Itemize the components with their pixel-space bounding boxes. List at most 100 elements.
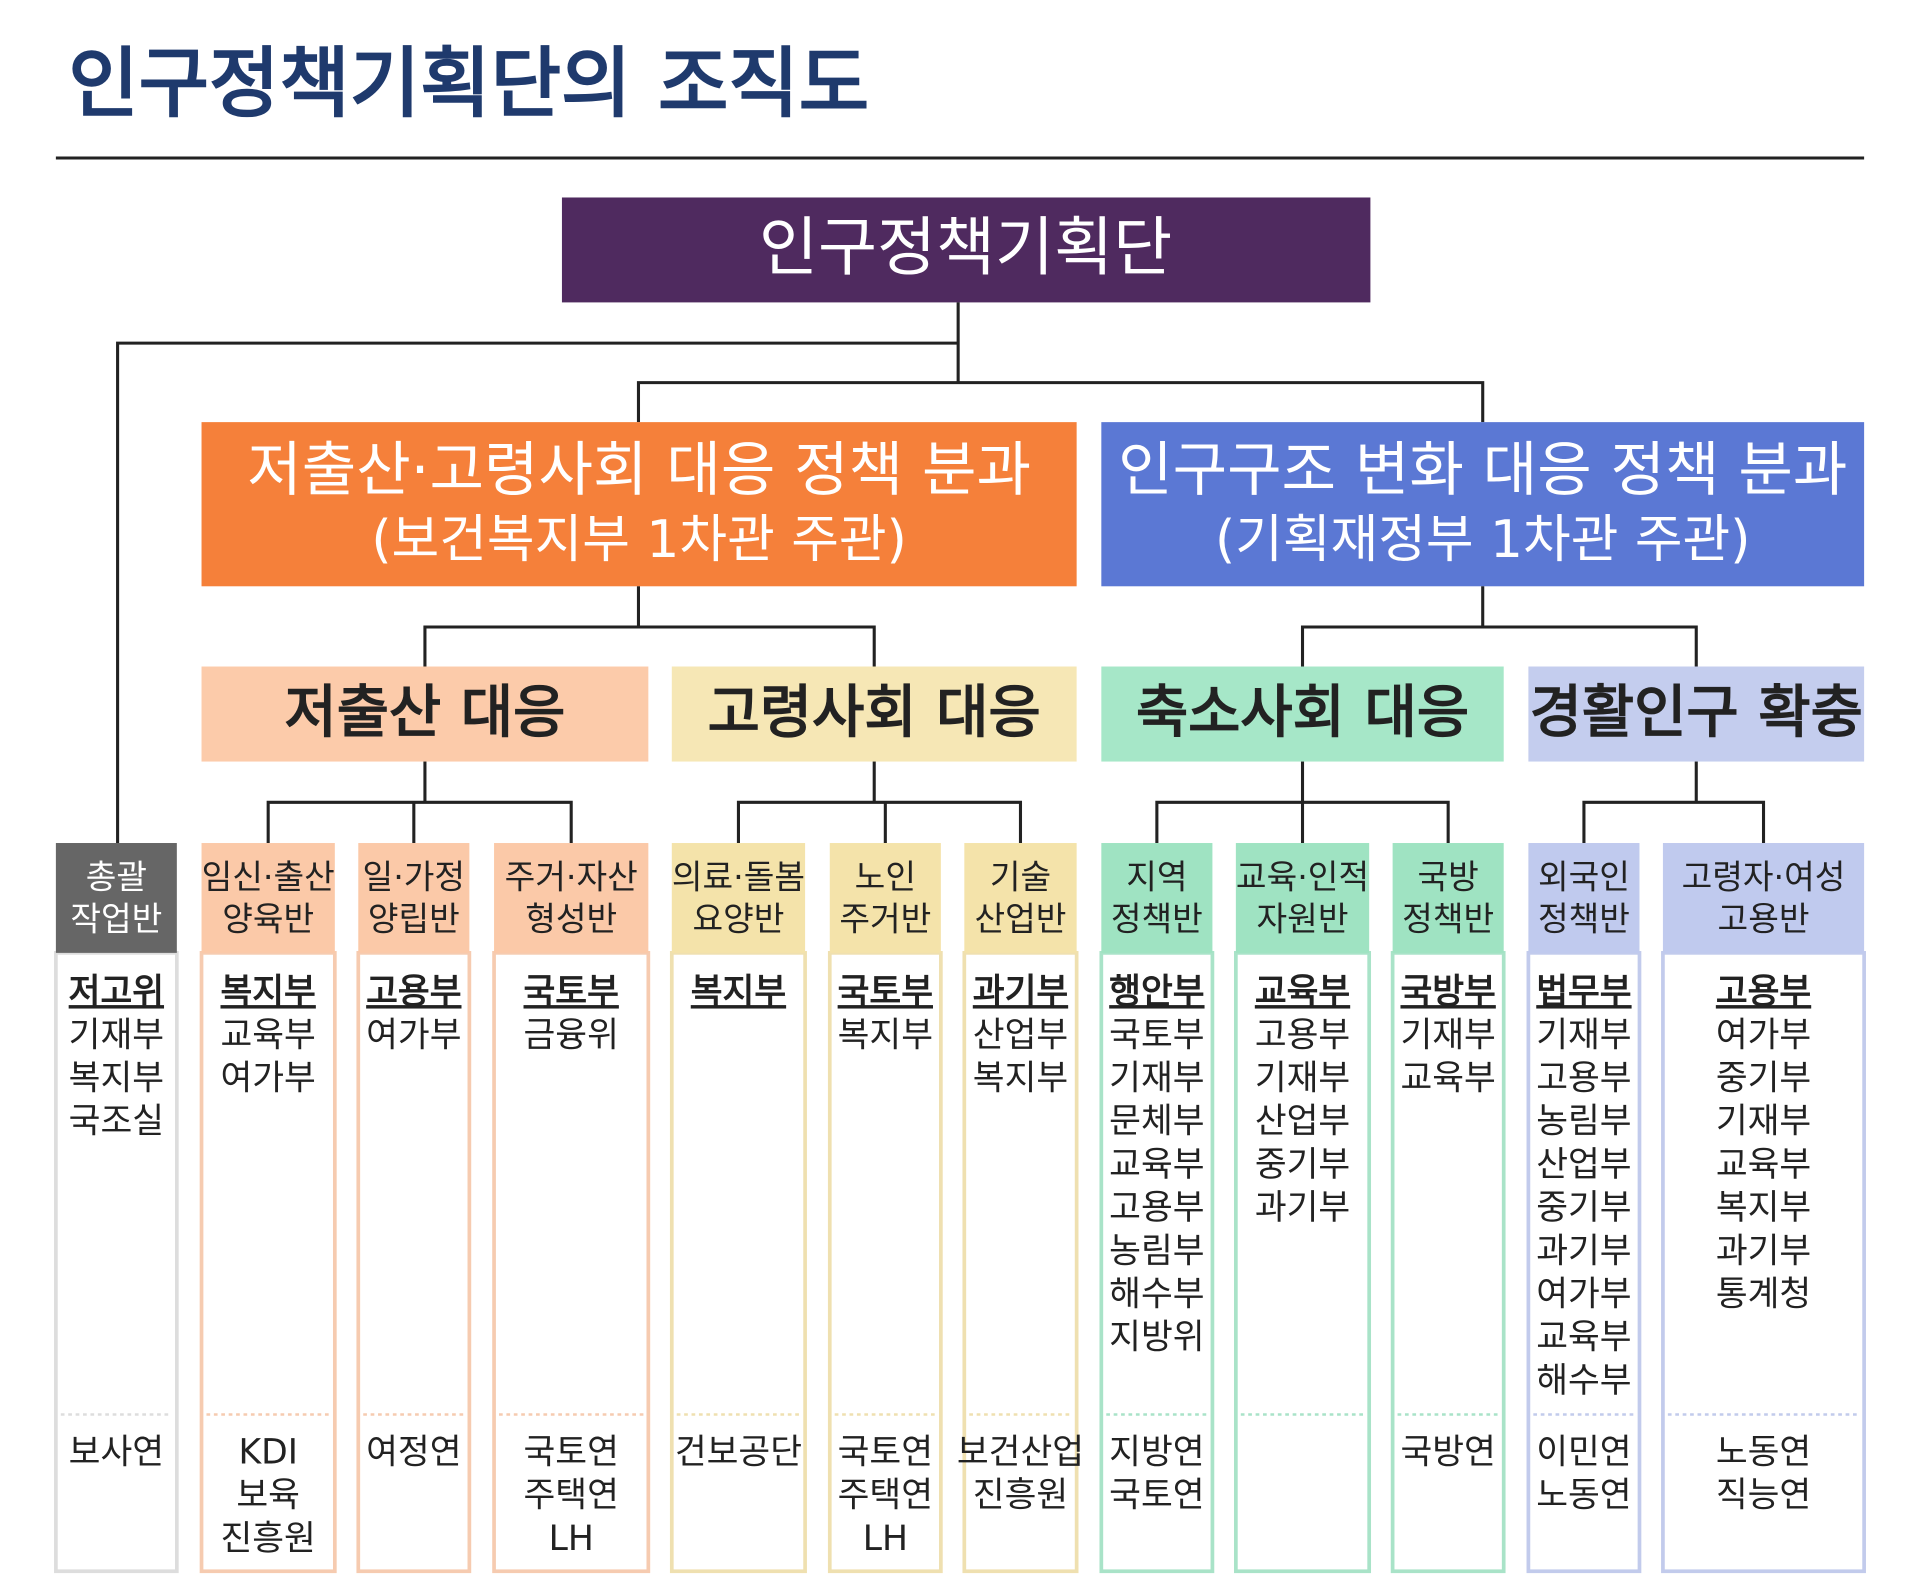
ministry: 농림부	[1536, 1102, 1631, 1142]
lead-ministry: 복지부	[221, 972, 316, 1012]
group-name: 경활인구 확충	[1530, 679, 1863, 745]
lead-ministry: 과기부	[973, 972, 1068, 1012]
team-body	[1526, 951, 1642, 1574]
team-name: 의료·돌봄	[672, 857, 805, 896]
ministry: 산업부	[973, 1015, 1068, 1055]
team-name: 산업반	[975, 899, 1067, 938]
ministry: 농림부	[1109, 1231, 1204, 1271]
institute: LH	[863, 1519, 908, 1559]
ministry: 중기부	[1255, 1145, 1350, 1185]
connector	[423, 625, 876, 667]
institute: LH	[549, 1519, 594, 1559]
connector	[1582, 800, 1766, 844]
ministry: 여가부	[1716, 1015, 1811, 1055]
institute: 지방연	[1109, 1432, 1204, 1472]
team-name: 양육반	[222, 899, 314, 938]
title: 인구정책기획단의 조직도	[68, 40, 869, 129]
ministry: 여가부	[221, 1059, 316, 1099]
institute: 여정연	[366, 1432, 461, 1472]
team-name: 정책반	[1538, 899, 1630, 938]
team-name: 형성반	[525, 899, 617, 938]
ministry: 기재부	[1536, 1015, 1631, 1055]
ministry: 국토부	[1109, 1015, 1204, 1055]
ministry: 해수부	[1109, 1275, 1204, 1315]
lead-ministry: 국방부	[1400, 972, 1495, 1012]
lead-ministry: 복지부	[691, 972, 786, 1012]
lead-ministry: 행안부	[1109, 972, 1204, 1012]
division-name: 인구구조 변화 대응 정책 분과	[1118, 435, 1847, 504]
division-box	[201, 422, 1077, 587]
lead-ministry: 법무부	[1536, 972, 1631, 1012]
team-name: 고용반	[1718, 899, 1810, 938]
team-header	[1392, 843, 1504, 953]
ministry: 해수부	[1536, 1361, 1631, 1401]
team-name: 노인	[855, 857, 916, 896]
institute: 이민연	[1536, 1432, 1631, 1472]
team-name: 총괄	[86, 857, 147, 896]
ministry: 교육부	[1109, 1145, 1204, 1185]
team-header	[55, 843, 177, 953]
lead-ministry: 국토부	[524, 972, 619, 1012]
team-header	[829, 843, 941, 953]
ministry: 국조실	[69, 1102, 164, 1142]
ministry: 교육부	[1400, 1059, 1495, 1099]
ministry: 고용부	[1109, 1188, 1204, 1228]
ministry: 복지부	[1716, 1188, 1811, 1228]
team-name: 주거반	[839, 899, 931, 938]
team-name: 주거·자산	[505, 857, 638, 896]
institute: KDI	[238, 1432, 297, 1472]
team-name: 작업반	[70, 899, 162, 938]
lead-ministry: 고용부	[1716, 972, 1811, 1012]
team-name: 임신·출산	[202, 857, 335, 896]
division-sub: (보건복지부 1차관 주관)	[371, 510, 907, 570]
ministry: 산업부	[1536, 1145, 1631, 1185]
connector	[266, 800, 573, 844]
connector	[116, 341, 959, 844]
team-body	[1390, 951, 1506, 1574]
ministry: 교육부	[1536, 1318, 1631, 1358]
ministry: 과기부	[1716, 1231, 1811, 1271]
institute: 국토연	[1109, 1476, 1204, 1516]
ministry: 기재부	[1716, 1102, 1811, 1142]
institute: 국방연	[1400, 1432, 1495, 1472]
group-box	[1101, 666, 1504, 762]
team-name: 정책반	[1111, 899, 1203, 938]
institute: 노동연	[1716, 1432, 1811, 1472]
institute: 직능연	[1716, 1476, 1811, 1516]
team-body	[356, 951, 472, 1574]
team-name: 지역	[1126, 857, 1187, 896]
team-header	[1101, 843, 1213, 953]
institute: 건보공단	[675, 1432, 802, 1472]
institute: 국토연	[524, 1432, 619, 1472]
team-header	[671, 843, 806, 953]
team-name: 기술	[990, 857, 1051, 896]
division-box	[1101, 422, 1865, 587]
ministry: 복지부	[973, 1059, 1068, 1099]
ministry: 기재부	[1255, 1059, 1350, 1099]
lead-ministry: 저고위	[69, 972, 164, 1012]
institute: 보육	[236, 1476, 300, 1516]
team-body	[1099, 951, 1215, 1574]
team-header	[1662, 843, 1865, 953]
team-header	[494, 843, 649, 953]
lead-ministry: 교육부	[1255, 972, 1350, 1012]
lead-ministry: 고용부	[366, 972, 461, 1012]
connector	[736, 800, 1023, 844]
group-box	[671, 666, 1077, 762]
institute: 진흥원	[973, 1476, 1068, 1516]
group-name: 저출산 대응	[284, 679, 565, 745]
team-body	[492, 951, 651, 1574]
group-box	[1528, 666, 1865, 762]
team-body	[669, 951, 807, 1574]
team-name: 양립반	[368, 899, 460, 938]
institute: 보사연	[69, 1432, 164, 1472]
root-box	[561, 197, 1371, 303]
ministry: 여가부	[1536, 1275, 1631, 1315]
team-name: 요양반	[692, 899, 784, 938]
team-body	[827, 951, 943, 1574]
team-header	[964, 843, 1077, 953]
ministry: 지방위	[1109, 1318, 1204, 1358]
ministry: 여가부	[366, 1015, 461, 1055]
ministry: 중기부	[1536, 1188, 1631, 1228]
